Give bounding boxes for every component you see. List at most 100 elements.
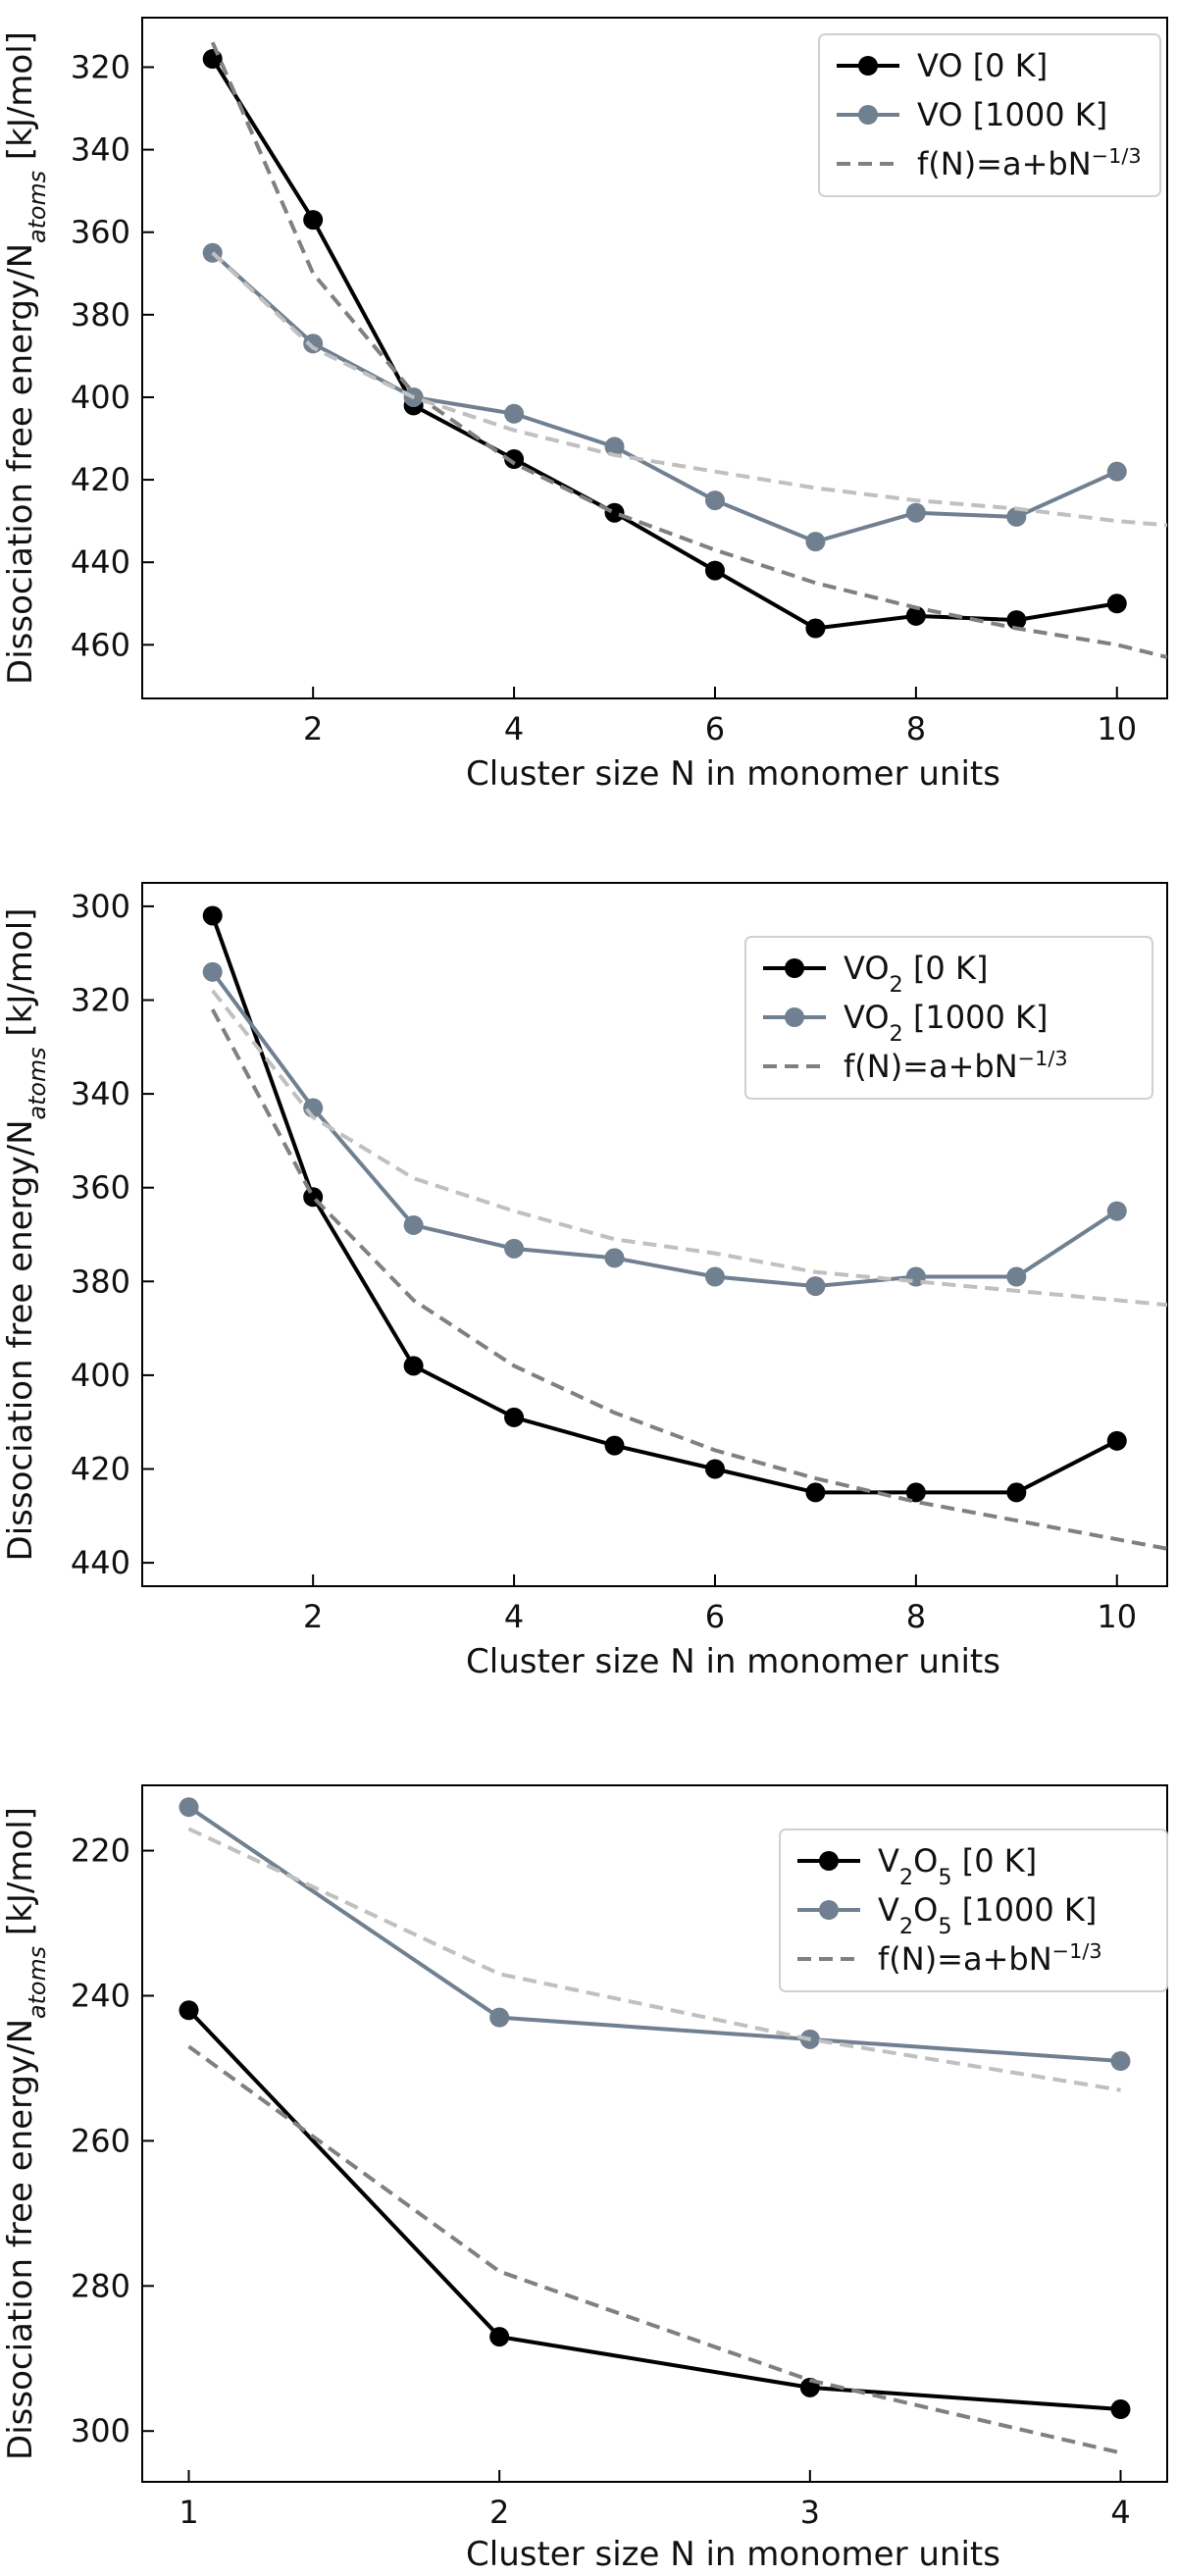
data-point — [905, 502, 926, 523]
y-tick-label: 280 — [71, 2267, 130, 2304]
x-tick-label: 2 — [303, 1598, 323, 1635]
y-tick-label: 420 — [71, 461, 130, 498]
chart-panel-v2o5: 1 2 3 4 220 240 260 280 300 Cluster size N in mon… — [0, 1736, 1177, 2576]
chart-panel-vo: 2 4 6 8 10 320 340 360 380 400 420 440 460 Cluster si… — [0, 0, 1177, 844]
fit-line — [187, 2044, 1121, 2455]
data-point — [805, 532, 826, 552]
legend-marker — [785, 958, 804, 978]
data-point — [604, 502, 625, 523]
x-tick-label: 6 — [705, 710, 725, 747]
y-tick-label: 340 — [71, 131, 130, 169]
data-point — [504, 1407, 525, 1427]
fit-line — [210, 1008, 1167, 1551]
data-point — [1006, 1266, 1027, 1287]
plot-frame — [141, 1784, 1168, 2483]
data-point — [1006, 1482, 1027, 1503]
y-tick-label: 440 — [71, 1544, 130, 1581]
data-point — [604, 1435, 625, 1456]
y-tick-label: 240 — [71, 1977, 130, 2014]
series-line — [187, 2008, 1121, 2412]
data-point — [403, 1214, 424, 1235]
series-group — [202, 41, 1167, 659]
data-point — [604, 1248, 625, 1268]
data-point — [179, 2000, 199, 2021]
plot-frame — [141, 17, 1168, 699]
y-tick-label: 460 — [71, 626, 130, 663]
legend-box — [818, 33, 1161, 197]
x-tick-label: 2 — [303, 710, 323, 747]
x-axis-label: Cluster size N in monomer units — [466, 2535, 1000, 2574]
legend-label: VO [0 K] — [917, 47, 1048, 84]
data-point — [1106, 593, 1127, 614]
data-point — [1110, 2051, 1131, 2072]
x-tick-label: 6 — [705, 1598, 725, 1635]
y-tick-label: 360 — [71, 1169, 130, 1207]
y-tick-label: 260 — [71, 2122, 130, 2159]
data-point — [704, 1459, 725, 1479]
data-point — [202, 49, 223, 70]
x-axis-label: Cluster size N in monomer units — [466, 1642, 1000, 1681]
data-point — [504, 403, 525, 424]
y-axis-label: Dissociation free energy/Natoms [kJ/mol] — [1, 31, 51, 685]
data-point — [504, 449, 525, 470]
data-point — [1106, 1430, 1127, 1451]
series-group — [179, 1797, 1131, 2455]
y-tick-label: 400 — [71, 379, 130, 416]
legend-marker — [785, 1007, 804, 1027]
legend-label: f(N)=a+bN−1/3 — [844, 1047, 1068, 1085]
y-tick-label: 320 — [71, 982, 130, 1019]
chart-v2o5: 1 2 3 4 220 240 260 280 300 Cluster size N in mon… — [1, 1784, 1168, 2574]
x-tick-label: 1 — [179, 2494, 198, 2531]
legend-label: VO [1000 K] — [917, 96, 1107, 133]
y-tick-label: 320 — [71, 48, 130, 85]
fit-line — [211, 251, 1167, 528]
chart-panel-vo2: 2 4 6 8 10 300 320 340 360 380 400 420 440 Cluster si… — [0, 863, 1177, 1707]
legend-label: f(N)=a+bN−1/3 — [917, 144, 1142, 182]
data-point — [805, 1482, 826, 1503]
data-point — [1106, 1201, 1127, 1221]
data-point — [905, 605, 926, 626]
plot-frame — [141, 882, 1168, 1587]
y-tick-label: 380 — [71, 296, 130, 334]
data-point — [805, 1276, 826, 1297]
legend-label: VO2 [0 K] — [844, 950, 988, 998]
data-point — [202, 905, 223, 926]
legend-label: V2O5 [0 K] — [878, 1842, 1037, 1890]
data-point — [489, 2007, 510, 2028]
data-point — [604, 437, 625, 457]
x-tick-label: 4 — [1110, 2494, 1130, 2531]
legend-box — [744, 936, 1153, 1100]
series-line — [211, 251, 1118, 544]
y-tick-label: 400 — [71, 1357, 130, 1394]
fit-line — [210, 41, 1167, 659]
series-line — [211, 970, 1118, 1289]
series-line — [210, 914, 1118, 1495]
x-tick-label: 10 — [1097, 1598, 1137, 1635]
y-tick-label: 220 — [71, 1832, 130, 1870]
data-point — [504, 1238, 525, 1259]
data-point — [1006, 610, 1027, 631]
fit-line — [211, 989, 1167, 1308]
legend-label: f(N)=a+bN−1/3 — [878, 1939, 1102, 1978]
fit-line — [187, 1827, 1121, 2092]
data-point — [303, 210, 324, 231]
x-tick-label: 8 — [906, 1598, 926, 1635]
data-point — [179, 1797, 199, 1818]
series-line — [187, 1805, 1121, 2064]
chart-vo2: 2 4 6 8 10 300 320 340 360 380 400 420 440 Cluster si… — [1, 882, 1168, 1681]
data-point — [704, 560, 725, 581]
series-group — [202, 905, 1167, 1551]
legend-box — [779, 1829, 1168, 1992]
x-tick-label: 3 — [800, 2494, 820, 2531]
x-tick-label: 10 — [1097, 710, 1137, 747]
series-line — [211, 58, 1118, 631]
data-point — [1110, 2399, 1131, 2420]
legend-marker — [819, 1851, 839, 1871]
y-axis-label: Dissociation free energy/Natoms [kJ/mol] — [1, 1807, 51, 2460]
legend-marker — [819, 1900, 839, 1920]
x-tick-label: 2 — [489, 2494, 509, 2531]
y-tick-label: 300 — [71, 888, 130, 925]
x-tick-label: 4 — [504, 1598, 524, 1635]
x-tick-label: 4 — [504, 710, 524, 747]
y-tick-label: 420 — [71, 1451, 130, 1488]
